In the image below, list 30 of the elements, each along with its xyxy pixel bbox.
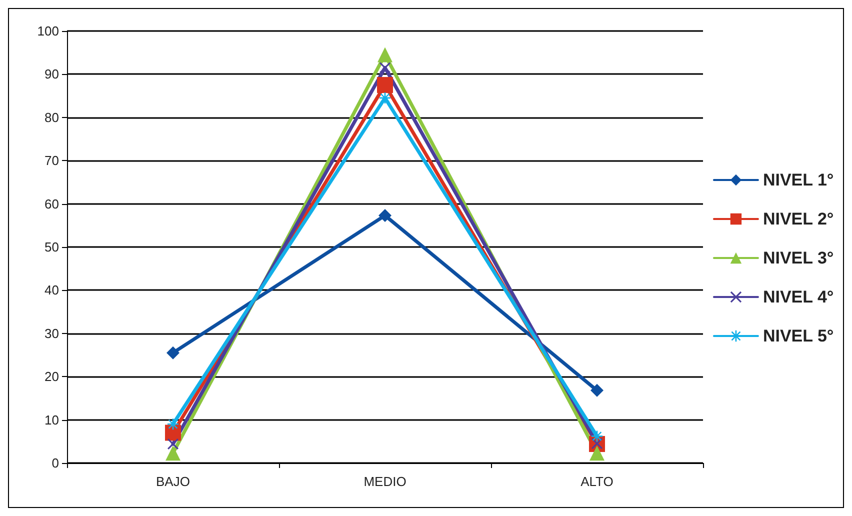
point bbox=[380, 62, 390, 74]
point bbox=[378, 208, 392, 222]
x-tick-label: BAJO bbox=[156, 474, 190, 489]
point bbox=[590, 384, 604, 397]
x-tick-label: MEDIO bbox=[364, 474, 406, 489]
point bbox=[592, 430, 602, 442]
y-tick-label: 70 bbox=[44, 153, 59, 168]
point bbox=[165, 424, 181, 441]
point bbox=[378, 47, 392, 62]
y-tick-label: 40 bbox=[44, 282, 59, 298]
y-tick-label: 30 bbox=[44, 326, 59, 341]
legend-label: NIVEL 2° bbox=[762, 210, 834, 228]
legend-label: NIVEL 1° bbox=[762, 170, 834, 190]
point bbox=[377, 77, 393, 93]
y-tick-label: 50 bbox=[44, 240, 59, 254]
y-tick-label: 80 bbox=[44, 110, 59, 125]
y-tick-label: 20 bbox=[44, 369, 59, 384]
point bbox=[168, 438, 178, 450]
y-tick-label: 0 bbox=[52, 456, 59, 470]
y-tick-label: 100 bbox=[37, 24, 59, 38]
point bbox=[590, 446, 604, 461]
legend-label: NIVEL 5° bbox=[762, 326, 834, 346]
legend-label: NIVEL 3° bbox=[762, 248, 834, 268]
x-tick-label: ALTO bbox=[580, 474, 614, 489]
legend-label: NIVEL 4° bbox=[762, 288, 834, 306]
point bbox=[166, 446, 180, 461]
point bbox=[166, 346, 180, 360]
y-tick-label: 60 bbox=[44, 196, 59, 212]
y-tick-label: 90 bbox=[44, 66, 59, 82]
y-tick-label: 10 bbox=[44, 412, 59, 428]
